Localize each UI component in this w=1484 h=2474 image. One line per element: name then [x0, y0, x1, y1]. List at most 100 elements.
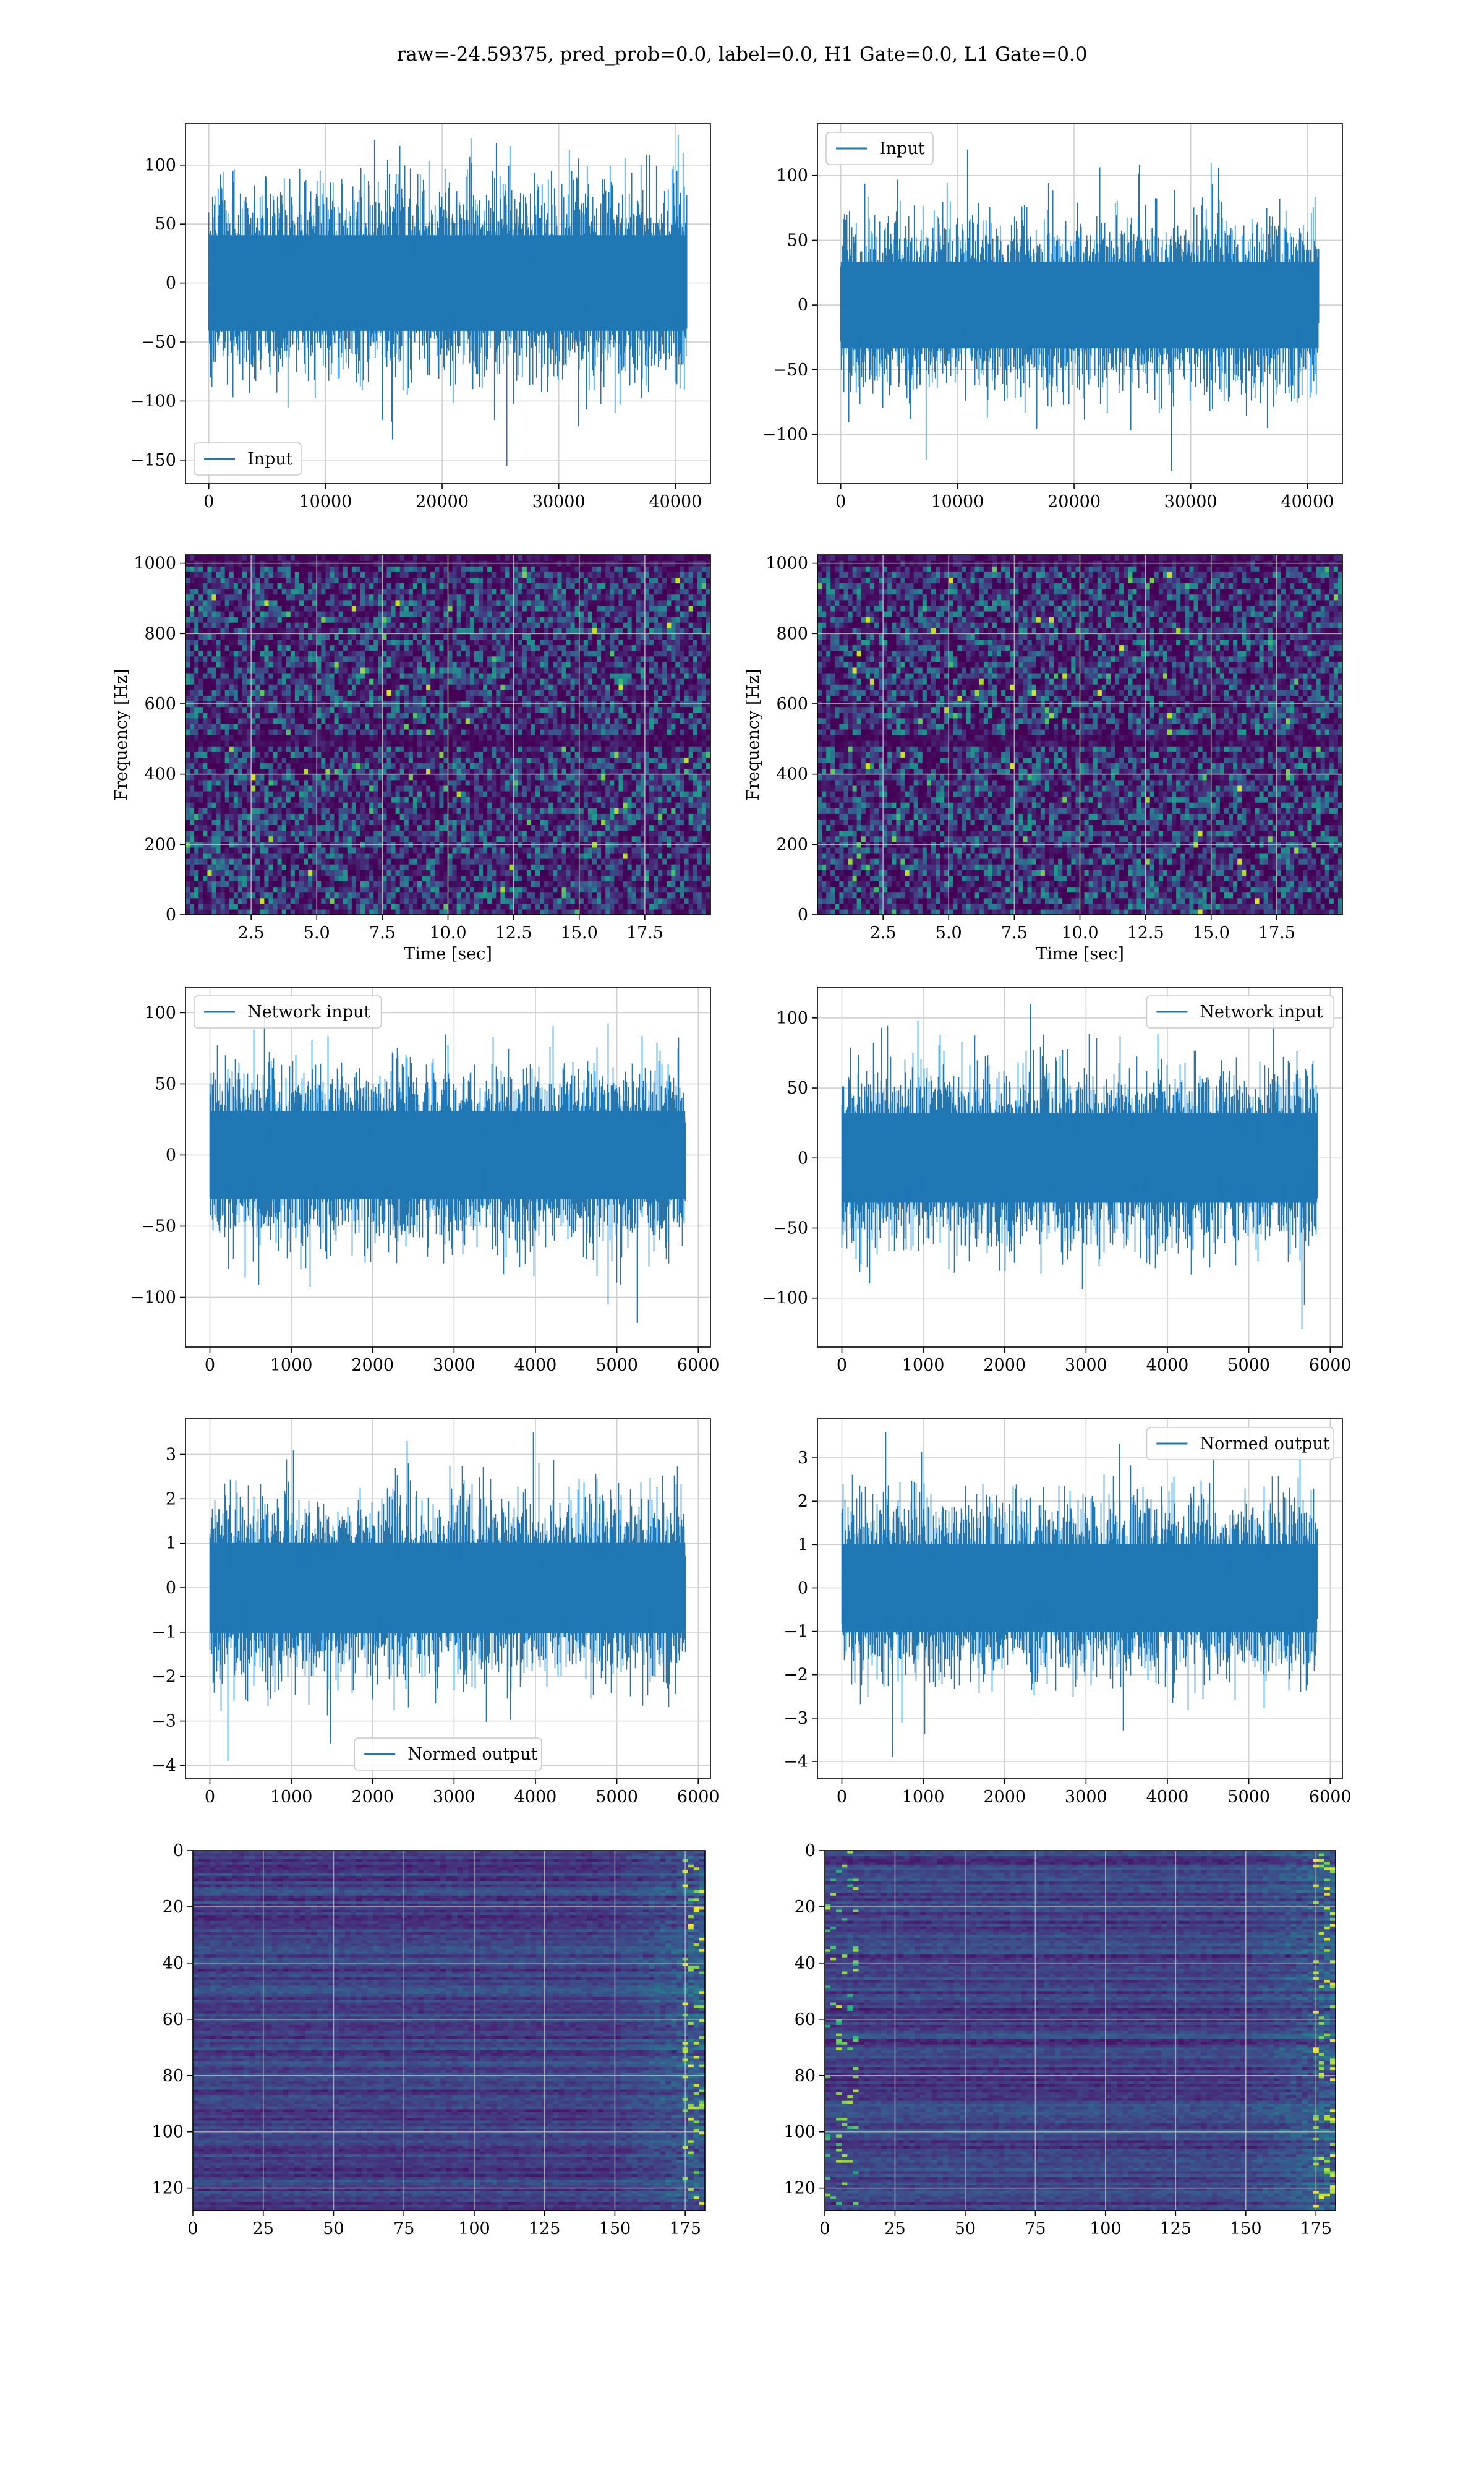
input-right-legend-label: Input [879, 139, 925, 158]
network-input-right-xtick-label: 4000 [1146, 1356, 1189, 1375]
normed-output-right-xtick-label: 3000 [1065, 1787, 1107, 1807]
normed-output-left-ytick-label: 0 [166, 1578, 176, 1598]
normed-output-left-xtick-label: 1000 [270, 1787, 313, 1807]
features-right-heatmap-cells [825, 1851, 1336, 2211]
normed-output-left-ytick-label: −3 [151, 1712, 176, 1731]
input-left-xtick-label: 30000 [532, 492, 586, 511]
normed-output-right-ytick-label: −4 [783, 1752, 808, 1771]
network-input-left-ytick-label: −50 [141, 1217, 176, 1236]
input-left-ytick-label: −50 [141, 333, 176, 352]
network-input-left-legend-label: Network input [247, 1003, 370, 1022]
network-input-right-ytick-label: 100 [776, 1009, 808, 1028]
features-left-ytick-label: 60 [163, 2010, 184, 2029]
spectrogram-left-xtick-label: 2.5 [238, 923, 265, 943]
input-left-xtick-label: 0 [203, 492, 214, 511]
spectrogram-right-xtick-label: 10.0 [1061, 923, 1098, 943]
spectrogram-right-ytick-label: 0 [798, 905, 808, 925]
normed-output-left-ytick-label: 3 [166, 1445, 176, 1464]
input-right-ytick-label: 0 [798, 296, 808, 315]
features-right-ytick-label: 100 [783, 2123, 816, 2142]
spectrogram-left-ytick-label: 200 [144, 835, 176, 854]
network-input-left-xtick-label: 6000 [677, 1356, 720, 1375]
input-right-ytick-label: 100 [776, 166, 808, 186]
features-right-ytick-label: 40 [795, 1954, 816, 1973]
input-right-xtick-label: 10000 [931, 492, 984, 511]
normed-output-left-legend-label: Normed output [407, 1745, 537, 1764]
normed-output-left-xtick-label: 4000 [514, 1787, 557, 1807]
normed-output-left-legend: Normed output [354, 1738, 542, 1770]
spectrogram-left-xtick-label: 17.5 [626, 923, 663, 943]
normed-output-left-ytick-label: −2 [151, 1667, 176, 1687]
normed-output-right-chart: 0 1000 2000 3000 4000 5000 6000−4−3−2−10123Nor… [783, 1419, 1351, 1807]
network-input-left-xtick-label: 3000 [433, 1356, 475, 1375]
normed-output-right-xtick-label: 1000 [902, 1787, 945, 1807]
features-left-ytick-label: 100 [151, 2123, 184, 2142]
features-left-xtick-label: 25 [253, 2219, 274, 2238]
input-right-xtick-label: 20000 [1047, 492, 1101, 511]
network-input-left-ytick-label: 100 [144, 1003, 176, 1022]
normed-output-right-ytick-label: 0 [798, 1578, 808, 1598]
normed-output-right-xtick-label: 6000 [1309, 1787, 1352, 1807]
normed-output-right-ytick-label: 3 [798, 1449, 808, 1468]
normed-output-left-xtick-label: 2000 [351, 1787, 394, 1807]
input-left-ytick-label: 50 [155, 215, 176, 234]
spectrogram-right-ytick-label: 200 [776, 835, 808, 854]
spectrogram-left-xtick-label: 10.0 [429, 923, 466, 943]
network-input-right-ytick-label: 50 [787, 1079, 808, 1098]
spectrogram-right-xtick-label: 12.5 [1127, 923, 1164, 943]
normed-output-right-ytick-label: 2 [798, 1492, 808, 1511]
spectrogram-left-xtick-label: 12.5 [495, 923, 532, 943]
spectrogram-right-ytick-label: 800 [776, 624, 808, 643]
normed-output-right-legend-label: Normed output [1200, 1434, 1329, 1453]
features-left-heatmap-cells [193, 1851, 706, 2211]
input-left-ytick-label: −100 [130, 392, 176, 411]
features-right-ytick-label: 20 [795, 1898, 816, 1917]
spectrogram-left-chart: 2.5 5.0 7.5 10.0 12.5 15.0 17.5020040060080010… [112, 554, 711, 964]
spectrogram-left-xtick-label: 15.0 [561, 923, 598, 943]
features-left-ytick-label: 120 [151, 2179, 184, 2198]
normed-output-left-ytick-label: 2 [166, 1489, 176, 1509]
features-right-xtick-label: 150 [1230, 2219, 1262, 2238]
spectrogram-right-xlabel: Time [sec] [1036, 944, 1124, 964]
network-input-right-legend: Network input [1146, 996, 1334, 1028]
spectrogram-left-ylabel: Frequency [Hz] [112, 669, 131, 800]
input-left-chart: 0 10000 20000 30000 40000−150−100−50050100In… [130, 124, 710, 511]
input-left-ytick-label: −150 [130, 451, 176, 470]
spectrogram-left-ytick-label: 0 [166, 905, 176, 925]
spectrogram-right-xtick-label: 7.5 [1001, 923, 1028, 943]
features-right-ytick-label: 60 [795, 2010, 816, 2029]
features-right-xtick-label: 125 [1160, 2219, 1192, 2238]
network-input-left-legend: Network input [194, 996, 382, 1028]
input-left-xtick-label: 10000 [299, 492, 352, 511]
spectrogram-right-ytick-label: 600 [776, 695, 808, 714]
network-input-left-xtick-label: 2000 [351, 1356, 394, 1375]
normed-output-right-ytick-label: 1 [798, 1535, 808, 1554]
normed-output-right-xtick-label: 0 [837, 1787, 847, 1807]
features-left-ytick-label: 0 [173, 1841, 184, 1860]
input-left-xtick-label: 20000 [416, 492, 469, 511]
features-right-xtick-label: 75 [1025, 2219, 1046, 2238]
normed-output-left-xtick-label: 0 [205, 1787, 215, 1807]
network-input-left-ytick-label: 50 [155, 1074, 176, 1094]
features-left-xtick-label: 0 [187, 2219, 198, 2238]
features-left-xtick-label: 125 [529, 2219, 561, 2238]
normed-output-right-xtick-label: 2000 [983, 1787, 1026, 1807]
spectrogram-right-ytick-label: 1000 [765, 554, 808, 573]
input-right-xtick-label: 0 [835, 492, 846, 511]
network-input-left-xtick-label: 4000 [514, 1356, 557, 1375]
network-input-right-xtick-label: 3000 [1065, 1356, 1107, 1375]
input-left-xtick-label: 40000 [649, 492, 702, 511]
normed-output-right-ytick-label: −2 [783, 1666, 808, 1685]
spectrogram-left-ytick-label: 800 [144, 624, 176, 643]
normed-output-left-xtick-label: 6000 [677, 1787, 720, 1807]
network-input-right-xtick-label: 1000 [902, 1356, 945, 1375]
spectrogram-left-xlabel: Time [sec] [404, 944, 492, 964]
network-input-left-xtick-label: 0 [205, 1356, 215, 1375]
input-left-legend: Input [194, 443, 301, 475]
features-left-ytick-label: 80 [163, 2066, 184, 2086]
